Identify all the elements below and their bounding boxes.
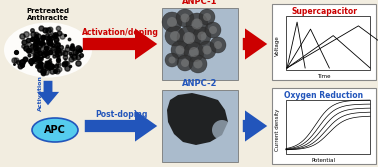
Circle shape	[181, 59, 189, 67]
Text: Potential: Potential	[312, 158, 336, 163]
Circle shape	[189, 47, 199, 57]
Text: Voltage: Voltage	[274, 36, 279, 56]
Circle shape	[203, 13, 211, 21]
Text: Pretreated
Anthracite: Pretreated Anthracite	[26, 8, 70, 22]
Circle shape	[205, 22, 221, 38]
Circle shape	[171, 41, 189, 59]
Circle shape	[169, 56, 175, 63]
Circle shape	[197, 32, 206, 41]
Circle shape	[210, 37, 226, 53]
FancyBboxPatch shape	[286, 16, 370, 70]
Text: ANPC-1: ANPC-1	[182, 0, 218, 6]
FancyBboxPatch shape	[162, 90, 238, 162]
Text: Supercapacitor: Supercapacitor	[291, 7, 357, 16]
Text: APC: APC	[44, 125, 66, 135]
Text: Time: Time	[317, 74, 331, 79]
Circle shape	[177, 55, 193, 71]
Circle shape	[193, 27, 211, 45]
Circle shape	[203, 45, 212, 54]
Ellipse shape	[32, 118, 78, 142]
FancyBboxPatch shape	[272, 88, 376, 164]
Ellipse shape	[212, 120, 232, 140]
Circle shape	[183, 32, 195, 44]
FancyBboxPatch shape	[272, 4, 376, 80]
Circle shape	[186, 13, 208, 35]
Text: Oxygen Reduction: Oxygen Reduction	[284, 91, 364, 100]
Circle shape	[199, 9, 215, 25]
Circle shape	[184, 42, 204, 62]
Text: Activation: Activation	[37, 75, 42, 111]
Circle shape	[165, 53, 179, 67]
Circle shape	[175, 45, 184, 54]
FancyBboxPatch shape	[162, 8, 238, 80]
Circle shape	[214, 41, 222, 49]
Circle shape	[189, 55, 207, 73]
Circle shape	[181, 14, 189, 23]
Circle shape	[162, 12, 182, 32]
Circle shape	[177, 26, 201, 50]
Text: Post-doping: Post-doping	[95, 110, 147, 119]
Circle shape	[170, 31, 180, 41]
Circle shape	[198, 41, 216, 59]
Text: ANPC-2: ANPC-2	[182, 79, 218, 88]
Circle shape	[176, 9, 194, 27]
Circle shape	[165, 26, 185, 46]
Text: Current density: Current density	[274, 109, 279, 151]
FancyBboxPatch shape	[286, 100, 370, 154]
Ellipse shape	[4, 23, 92, 77]
Text: Activation/doping: Activation/doping	[82, 28, 158, 37]
Circle shape	[194, 59, 203, 68]
Circle shape	[167, 17, 177, 27]
Polygon shape	[167, 93, 228, 145]
Circle shape	[209, 26, 217, 34]
Circle shape	[192, 19, 203, 30]
